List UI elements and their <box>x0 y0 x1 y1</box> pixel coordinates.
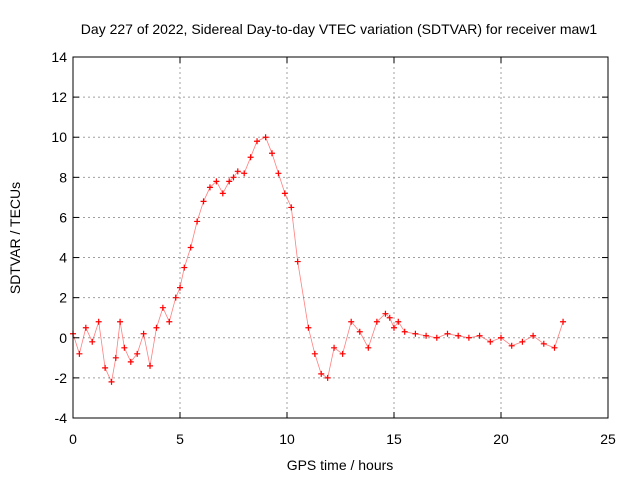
x-tick-label: 20 <box>493 431 509 447</box>
x-tick-label: 5 <box>176 431 184 447</box>
y-tick-label: 10 <box>51 129 67 145</box>
y-tick-label: 8 <box>59 169 67 185</box>
y-tick-label: -2 <box>55 370 68 386</box>
series-trace <box>72 136 564 384</box>
y-axis-label: SDTVAR / TECUs <box>7 182 23 294</box>
y-tick-label: 2 <box>59 290 67 306</box>
x-tick-label: 15 <box>386 431 402 447</box>
x-tick-label: 10 <box>279 431 295 447</box>
y-tick-label: 4 <box>59 250 67 266</box>
chart-title: Day 227 of 2022, Sidereal Day-to-day VTE… <box>81 21 598 37</box>
x-axis-label: GPS time / hours <box>287 457 394 473</box>
y-tick-label: 12 <box>51 89 67 105</box>
x-tick-label: 25 <box>600 431 616 447</box>
y-tick-label: 14 <box>51 49 67 65</box>
y-tick-label: -4 <box>55 410 68 426</box>
plot-frame <box>72 56 609 419</box>
y-tick-label: 0 <box>59 330 67 346</box>
x-tick-label: 0 <box>69 431 77 447</box>
y-tick-label: 6 <box>59 209 67 225</box>
series-sdtvar <box>70 134 567 385</box>
